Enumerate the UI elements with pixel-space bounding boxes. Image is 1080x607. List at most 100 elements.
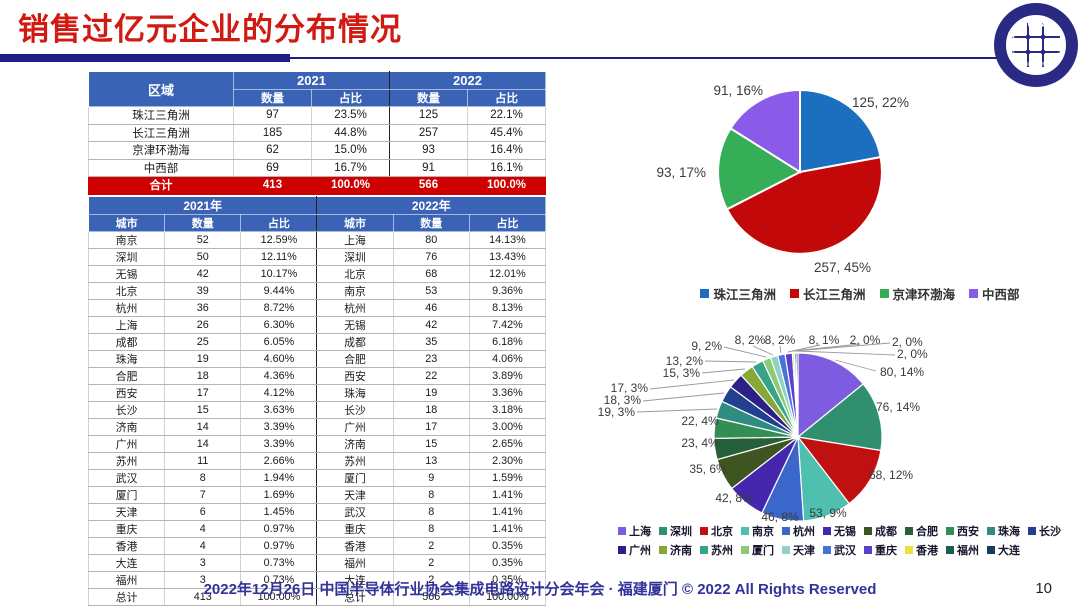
pie-data-label: 53, 9% bbox=[809, 506, 847, 520]
legend-item-苏州: 苏州 bbox=[700, 542, 733, 558]
pie-slice-京津环渤海 bbox=[717, 127, 803, 211]
table-row: 厦门 7 1.69% 天津 8 1.41% bbox=[87, 486, 547, 504]
legend-swatch bbox=[879, 289, 889, 298]
table-cell: 1.45% bbox=[240, 503, 318, 521]
pie-slice-深圳 bbox=[796, 383, 883, 452]
table-row: 杭州 36 8.72% 杭州 46 8.13% bbox=[87, 299, 547, 317]
table-cell: 11 bbox=[164, 452, 242, 470]
table-cell: 80 bbox=[392, 231, 470, 249]
table-cell: 杭州 bbox=[316, 299, 394, 317]
table-cell: 苏州 bbox=[316, 452, 394, 470]
legend-label: 杭州 bbox=[793, 526, 815, 538]
table-cell: 53 bbox=[392, 282, 470, 300]
table-cell: 济南 bbox=[316, 435, 394, 453]
city-pie-chart: 80, 14% 76, 14% 68, 12% 53, 9% 46, 8% 42, 8% 3… bbox=[598, 333, 928, 524]
table-cell: 35 bbox=[392, 333, 470, 351]
iccad-logo-icon: ICCAD 中国半导体行业协会集成电路设计分会 bbox=[994, 3, 1078, 87]
table-cell: 12.59% bbox=[240, 231, 318, 249]
table-cell: 17 bbox=[392, 418, 470, 436]
legend-row: 广州 济南 苏州 厦门 天津 武汉 重庆 香港 福州 大连 bbox=[618, 542, 1020, 558]
table-cell: 2 bbox=[392, 537, 470, 555]
table-row: 福州 3 0.73% 大连 2 0.35% bbox=[87, 571, 547, 589]
subheader-cell: 占比 bbox=[468, 214, 547, 232]
table-cell: 珠海 bbox=[87, 350, 166, 368]
table-row: 长江三角洲 185 44.8% 257 45.4% bbox=[88, 124, 546, 142]
table-cell: 重庆 bbox=[87, 520, 166, 538]
pie-data-label: 8, 1% bbox=[809, 333, 840, 347]
table-cell: 0.35% bbox=[468, 537, 547, 555]
table-cell: 济南 bbox=[87, 418, 166, 436]
legend-item-珠江三角洲: 珠江三角洲 bbox=[700, 284, 776, 303]
legend-swatch bbox=[789, 289, 799, 298]
legend-item-香港: 香港 bbox=[905, 542, 938, 558]
table-cell: 3.39% bbox=[240, 418, 318, 436]
footer: 2022年12月26日 中国半导体行业协会集成电路设计分会年会 · 福建厦门 ©… bbox=[0, 578, 1080, 599]
table-row: 南京 52 12.59% 上海 80 14.13% bbox=[87, 231, 547, 249]
legend-swatch bbox=[864, 546, 872, 554]
table-cell: 3.89% bbox=[468, 367, 547, 385]
table-cell: 大连 bbox=[316, 571, 394, 589]
legend-swatch bbox=[618, 527, 626, 535]
table-cell: 0.97% bbox=[240, 537, 318, 555]
table-cell: 9.36% bbox=[468, 282, 547, 300]
pie-data-label: 23, 4% bbox=[681, 436, 719, 450]
table-cell: 16.1% bbox=[467, 159, 546, 177]
table-row: 合肥 18 4.36% 西安 22 3.89% bbox=[87, 367, 547, 385]
total-cell: 合计 bbox=[88, 176, 234, 195]
table-cell: 42 bbox=[164, 265, 242, 283]
table-cell: 3 bbox=[164, 554, 242, 572]
table-row: 重庆 4 0.97% 重庆 8 1.41% bbox=[87, 520, 547, 538]
table-cell: 8 bbox=[164, 469, 242, 487]
legend-label: 成都 bbox=[875, 526, 897, 538]
legend-label: 合肥 bbox=[916, 526, 938, 538]
table-cell: 76 bbox=[392, 248, 470, 266]
table-cell: 4.60% bbox=[240, 350, 318, 368]
table-cell: 8 bbox=[392, 486, 470, 504]
legend-item-武汉: 武汉 bbox=[823, 542, 856, 558]
total-cell: 100.0% bbox=[311, 176, 390, 195]
pie-data-label: 42, 8% bbox=[715, 491, 753, 505]
table-cell: 100.00% bbox=[468, 588, 547, 606]
table-row: 中西部 69 16.7% 91 16.1% bbox=[88, 159, 546, 177]
table-cell: 6 bbox=[164, 503, 242, 521]
legend-swatch bbox=[659, 527, 667, 535]
table-cell: 7 bbox=[164, 486, 242, 504]
subheader-cell: 数量 bbox=[392, 214, 470, 232]
legend-swatch bbox=[782, 527, 790, 535]
table-cell: 15.0% bbox=[311, 141, 390, 160]
table-cell: 22.1% bbox=[467, 106, 546, 125]
legend-swatch bbox=[700, 527, 708, 535]
table-cell: 武汉 bbox=[87, 469, 166, 487]
table-cell: 天津 bbox=[316, 486, 394, 504]
legend-item-深圳: 深圳 bbox=[659, 523, 692, 539]
table-cell: 97 bbox=[233, 106, 312, 125]
table-cell: 18 bbox=[392, 401, 470, 419]
table-cell: 8 bbox=[392, 503, 470, 521]
table-cell: 15 bbox=[392, 435, 470, 453]
legend-item-福州: 福州 bbox=[946, 542, 979, 558]
legend-item-中西部: 中西部 bbox=[969, 284, 1020, 303]
table-cell: 厦门 bbox=[316, 469, 394, 487]
year-header-cell: 2022 bbox=[389, 71, 546, 90]
table-cell: 0.97% bbox=[240, 520, 318, 538]
legend-swatch bbox=[969, 289, 979, 298]
legend-swatch bbox=[618, 546, 626, 554]
table-cell: 3.39% bbox=[240, 435, 318, 453]
table-cell: 25 bbox=[164, 333, 242, 351]
table-row: 广州 14 3.39% 济南 15 2.65% bbox=[87, 435, 547, 453]
table-cell: 4.06% bbox=[468, 350, 547, 368]
table-cell: 3.18% bbox=[468, 401, 547, 419]
table-cell: 16.4% bbox=[467, 141, 546, 160]
table-cell: 1.41% bbox=[468, 503, 547, 521]
table-cell: 17 bbox=[164, 384, 242, 402]
pie-data-label: 35, 6% bbox=[689, 462, 727, 476]
legend-item-上海: 上海 bbox=[618, 523, 651, 539]
legend-label: 济南 bbox=[670, 545, 692, 557]
legend-item-长沙: 长沙 bbox=[1028, 523, 1061, 539]
table-row: 上海 26 6.30% 无锡 42 7.42% bbox=[87, 316, 547, 334]
table-cell: 厦门 bbox=[87, 486, 166, 504]
legend-label: 上海 bbox=[629, 526, 651, 538]
table-cell: 6.18% bbox=[468, 333, 547, 351]
table-cell: 中西部 bbox=[88, 159, 234, 177]
table-cell: 0.73% bbox=[240, 554, 318, 572]
